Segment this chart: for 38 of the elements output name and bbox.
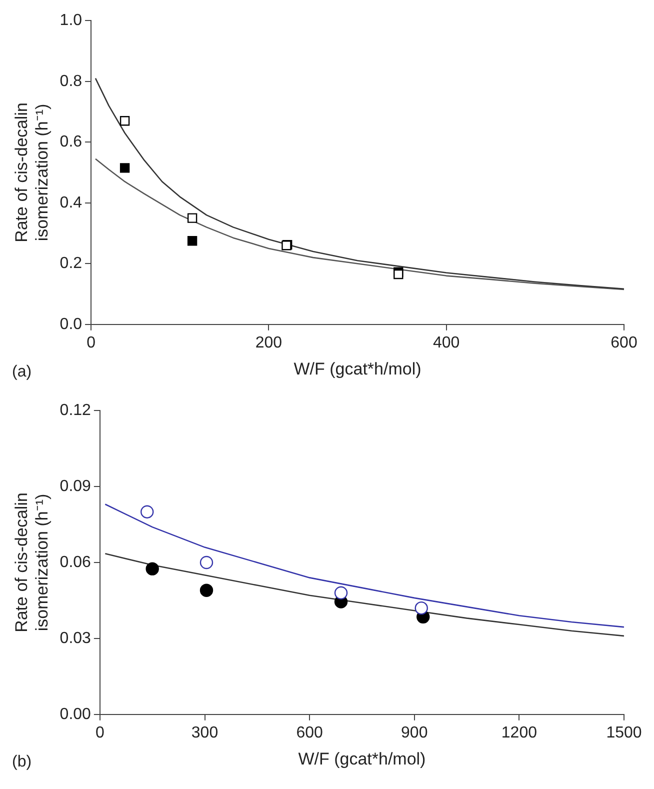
x-axis-title: W/F (gcat*h/mol) [298, 749, 426, 768]
point [200, 584, 214, 597]
point [200, 556, 214, 570]
y-axis-title: Rate of cis-decalin isomerization (h⁻¹) [12, 102, 52, 242]
point [140, 505, 154, 518]
text: (a) [12, 363, 32, 380]
y-tick-label: 0.8 [60, 72, 82, 90]
x-tick-label: 0 [86, 334, 96, 352]
point [146, 562, 159, 576]
y-tick-label: 0.4 [60, 194, 82, 212]
x-tick-label: 900 [401, 724, 428, 742]
x-tick-label: 1500 [606, 724, 642, 742]
x-tick-label: 200 [255, 334, 282, 352]
text: (b) [12, 753, 32, 770]
point [120, 163, 130, 173]
x-tick-label: 600 [296, 724, 324, 742]
y-tick-label: 0.00 [60, 706, 92, 723]
point [120, 116, 130, 126]
point [414, 601, 428, 615]
y-tick-label: 0.03 [60, 630, 92, 647]
x-tick-label: 400 [432, 334, 460, 352]
x-tick-label: 300 [191, 724, 218, 742]
x-tick-label: 600 [610, 334, 638, 352]
point [187, 236, 198, 246]
y-tick-label: 0.12 [60, 402, 92, 420]
x-axis-title: W/F (gcat*h/mol) [294, 359, 422, 378]
y-tick-label: 0.0 [60, 316, 82, 333]
y-tick-label: 0.6 [60, 134, 82, 151]
y-tick-label: 0.06 [60, 554, 92, 571]
x-tick-label: 0 [95, 724, 104, 742]
y-tick-label: 0.2 [60, 255, 82, 272]
x-tick-label: 1200 [501, 724, 538, 742]
y-axis-title: Rate of cis-decalin isomerization (h⁻¹) [12, 492, 52, 632]
y-tick-label: 1.0 [60, 12, 82, 30]
point [394, 269, 404, 280]
point [187, 213, 198, 223]
y-tick-label: 0.09 [60, 478, 92, 495]
point [334, 586, 348, 600]
